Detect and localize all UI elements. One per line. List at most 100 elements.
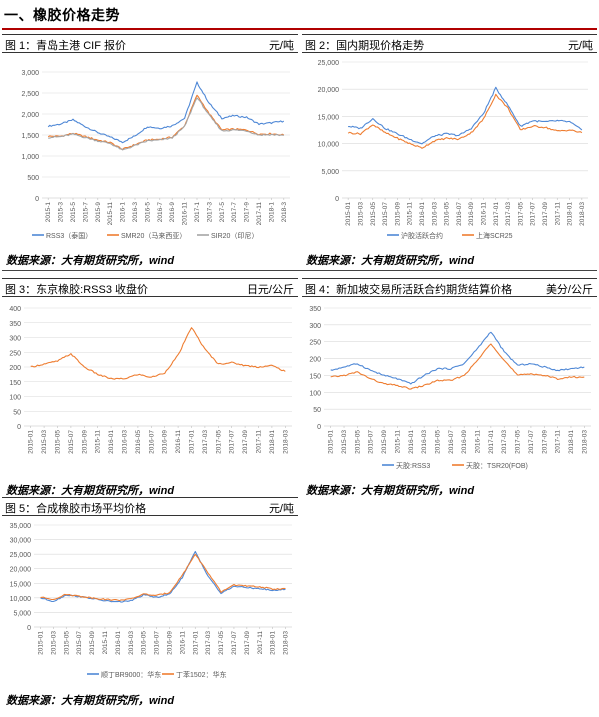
x-tick-label: 2016-07 [456, 202, 463, 226]
x-tick-label: 2017-03 [202, 430, 209, 454]
chart-panel-1: 图 1：青岛主港 CIF 报价 元/吨 0 500 1,000 1,500 2,000 2… [2, 34, 298, 248]
x-tick-label: 2016-01 [108, 430, 115, 454]
chart-3-svg: 0 50 100 150 200 250 300 350 400 2015-01 2015-03 20… [9, 306, 292, 454]
x-tick-label: 2015-03 [50, 631, 57, 655]
x-tick-label: 2018-03 [581, 430, 588, 454]
series-line [47, 81, 285, 144]
caption-bar: 图 5：合成橡胶市场平均价格 元/吨 [2, 497, 298, 516]
x-tick-label: 2018-3 [281, 202, 288, 223]
y-tick-label: 20,000 [10, 567, 32, 574]
x-tick-label: 2018-1 [268, 202, 275, 223]
chart-caption: 图 3：东京橡胶:RSS3 收盘价 [5, 284, 149, 296]
x-tick-label: 2017-05 [515, 430, 522, 454]
section-title: 一、橡胶价格走势 [4, 7, 120, 23]
legend-label: 丁苯1502：华东 [176, 670, 227, 679]
x-tick-label: 2017-07 [231, 631, 238, 655]
x-tick-label: 2018-01 [270, 631, 277, 655]
x-tick-label: 2015-01 [28, 430, 35, 454]
x-tick-label: 2016-03 [421, 430, 428, 454]
y-tick-label: 500 [27, 175, 39, 182]
y-tick-label: 25,000 [318, 60, 340, 67]
x-tick-label: 2017-7 [231, 202, 238, 223]
x-tick-label: 2015-11 [394, 430, 401, 454]
y-tick-label: 100 [9, 395, 21, 402]
series-line [40, 553, 286, 602]
chart-caption: 图 4：新加坡交易所活跃合约期货结算价格 [305, 284, 513, 296]
y-tick-label: 30,000 [10, 538, 32, 545]
legend-label: 沪胶活跃合约 [401, 231, 443, 240]
caption-bar: 图 3：东京橡胶:RSS3 收盘价 日元/公斤 [2, 278, 298, 297]
y-tick-label: 300 [9, 336, 21, 343]
y-tick-label: 2,000 [21, 112, 39, 119]
x-tick-label: 2015-11 [407, 202, 414, 226]
y-tick-label: 200 [309, 357, 321, 364]
x-tick-label: 2016-05 [135, 430, 142, 454]
x-tick-label: 2016-11 [175, 430, 182, 454]
legend-label: SMR20（马来西亚） [121, 232, 186, 240]
y-tick-label: 100 [309, 390, 321, 397]
x-tick-label: 2018-03 [282, 430, 289, 454]
y-tick-label: 400 [9, 306, 21, 313]
y-tick-label: 0 [335, 196, 339, 203]
legend-label: RSS3（泰国） [46, 231, 92, 240]
x-tick-label: 2015-07 [368, 430, 375, 454]
x-tick-label: 2017-03 [505, 202, 512, 226]
x-tick-label: 2016-11 [475, 430, 482, 454]
x-tick-label: 2015-01 [345, 202, 352, 226]
chart-panel-2: 图 2：国内期现价格走势 元/吨 0 5,000 10,000 15,000 20,00… [302, 34, 597, 248]
y-tick-label: 1,000 [21, 154, 39, 161]
x-tick-label: 2017-09 [541, 430, 548, 454]
caption-bar: 图 2：国内期现价格走势 元/吨 [302, 34, 597, 53]
x-tick-label: 2016-11 [480, 202, 487, 226]
x-tick-label: 2017-5 [219, 202, 226, 223]
x-tick-label: 2015-05 [55, 430, 62, 454]
x-tick-label: 2017-01 [189, 430, 196, 454]
x-tick-label: 2018-01 [568, 430, 575, 454]
x-tick-label: 2016-1 [120, 202, 127, 223]
y-tick-label: 150 [309, 373, 321, 380]
y-tick-label: 15,000 [10, 581, 32, 588]
y-tick-label: 3,000 [21, 70, 39, 77]
x-tick-label: 2015-9 [95, 202, 102, 223]
y-tick-label: 10,000 [10, 596, 32, 603]
x-tick-label: 2015-11 [102, 631, 109, 655]
x-tick-label: 2017-09 [244, 631, 251, 655]
y-tick-label: 50 [313, 407, 321, 414]
x-tick-label: 2017-11 [555, 430, 562, 454]
series-line [330, 331, 585, 385]
y-tick-label: 200 [9, 365, 21, 372]
y-tick-label: 0 [17, 424, 21, 431]
chart-panel-4: 图 4：新加坡交易所活跃合约期货结算价格 美分/公斤 0 50 100 150 200 2… [302, 278, 597, 478]
x-tick-label: 2017-01 [493, 202, 500, 226]
x-tick-label: 2015-05 [63, 631, 70, 655]
x-tick-label: 2016-01 [408, 430, 415, 454]
x-tick-label: 2015-09 [81, 430, 88, 454]
y-tick-label: 150 [9, 380, 21, 387]
chart-unit: 元/吨 [567, 40, 593, 52]
x-tick-label: 2015-05 [354, 430, 361, 454]
chart-panel-5: 图 5：合成橡胶市场平均价格 元/吨 0 5,000 10,000 15,000 20,… [2, 497, 298, 687]
x-tick-label: 2015-11 [107, 202, 114, 226]
x-tick-label: 2015-05 [370, 202, 377, 226]
x-tick-label: 2016-07 [448, 430, 455, 454]
x-tick-label: 2016-07 [148, 430, 155, 454]
x-tick-label: 2015-03 [41, 430, 48, 454]
x-tick-label: 2015-07 [382, 202, 389, 226]
x-tick-label: 2017-11 [256, 202, 263, 226]
x-tick-label: 2016-05 [444, 202, 451, 226]
x-tick-label: 2017-05 [218, 631, 225, 655]
x-tick-label: 2016-05 [434, 430, 441, 454]
legend-label: 顺丁BR9000：华东 [101, 670, 161, 679]
x-tick-label: 2017-05 [215, 430, 222, 454]
x-tick-label: 2017-1 [194, 202, 201, 223]
x-tick-label: 2015-7 [82, 202, 89, 223]
x-tick-label: 2016-03 [122, 430, 129, 454]
x-tick-label: 2015-09 [394, 202, 401, 226]
y-tick-label: 350 [309, 306, 321, 313]
y-tick-label: 35,000 [10, 523, 32, 530]
y-tick-label: 15,000 [318, 114, 340, 121]
y-tick-label: 300 [309, 323, 321, 330]
x-tick-label: 2015-09 [381, 430, 388, 454]
x-tick-label: 2017-09 [542, 202, 549, 226]
divider [2, 270, 597, 271]
